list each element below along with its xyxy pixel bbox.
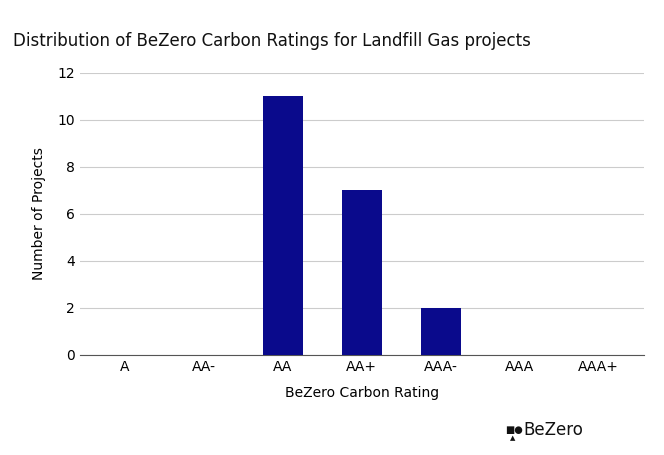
Text: ▲: ▲ <box>510 435 515 441</box>
Text: BeZero: BeZero <box>523 421 583 439</box>
Y-axis label: Number of Projects: Number of Projects <box>32 147 46 280</box>
Text: Distribution of BeZero Carbon Ratings for Landfill Gas projects: Distribution of BeZero Carbon Ratings fo… <box>13 32 531 50</box>
Bar <box>342 190 382 355</box>
Text: ■●: ■● <box>505 425 523 435</box>
Bar <box>263 96 303 355</box>
X-axis label: BeZero Carbon Rating: BeZero Carbon Rating <box>285 385 439 399</box>
Bar <box>421 308 461 355</box>
